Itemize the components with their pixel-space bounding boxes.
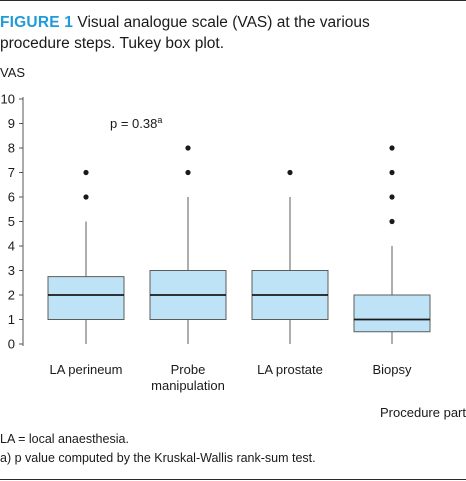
- y-tick-label: 9: [8, 116, 15, 131]
- outlier-point: [83, 194, 89, 200]
- x-category-label: Probe manipulation: [151, 362, 225, 393]
- figure-label: FIGURE 1: [0, 14, 74, 31]
- y-tick-label: 3: [8, 263, 15, 278]
- outlier-point: [389, 169, 395, 176]
- outlier-point: [389, 145, 395, 151]
- iqr-box: [353, 294, 431, 333]
- outlier-point: [287, 169, 293, 176]
- outlier-point: [389, 218, 395, 225]
- y-axis-label: VAS: [0, 65, 25, 80]
- footnote-abbreviation: LA = local anaesthesia.: [0, 432, 129, 446]
- x-category-label: LA prostate: [257, 362, 323, 377]
- y-tick-label: 6: [8, 190, 15, 205]
- outlier-point: [389, 194, 395, 200]
- x-category-label: Biopsy: [372, 362, 412, 377]
- box-la-perineum: [47, 169, 125, 344]
- y-tick-label: 10: [1, 92, 15, 107]
- x-category-label: LA perineum: [50, 362, 123, 377]
- y-tick-label: 0: [8, 337, 15, 352]
- figure-title: FIGURE 1 Visual analogue scale (VAS) at …: [0, 12, 440, 54]
- footnotes: LA = local anaesthesia. a) p value compu…: [0, 430, 316, 468]
- box-la-prostate: [251, 169, 329, 344]
- figure-caption: Visual analogue scale (VAS) at the vario…: [0, 14, 370, 52]
- y-tick-label: 4: [8, 239, 15, 254]
- outlier-point: [185, 145, 191, 151]
- box-biopsy: [353, 145, 431, 344]
- p-value-annotation: p = 0.38a: [110, 115, 162, 131]
- outlier-point: [185, 169, 191, 176]
- footnote-statistical-test: a) p value computed by the Kruskal-Walli…: [0, 451, 316, 465]
- y-tick-label: 8: [8, 141, 15, 156]
- box-probe-manipulation: [149, 145, 227, 344]
- y-tick-label: 5: [8, 214, 15, 229]
- x-axis-label: Procedure part: [380, 405, 466, 420]
- y-tick-label: 1: [8, 312, 15, 327]
- outlier-point: [83, 169, 89, 176]
- y-tick-label: 7: [8, 165, 15, 180]
- y-tick-label: 2: [8, 288, 15, 303]
- iqr-box: [47, 276, 125, 320]
